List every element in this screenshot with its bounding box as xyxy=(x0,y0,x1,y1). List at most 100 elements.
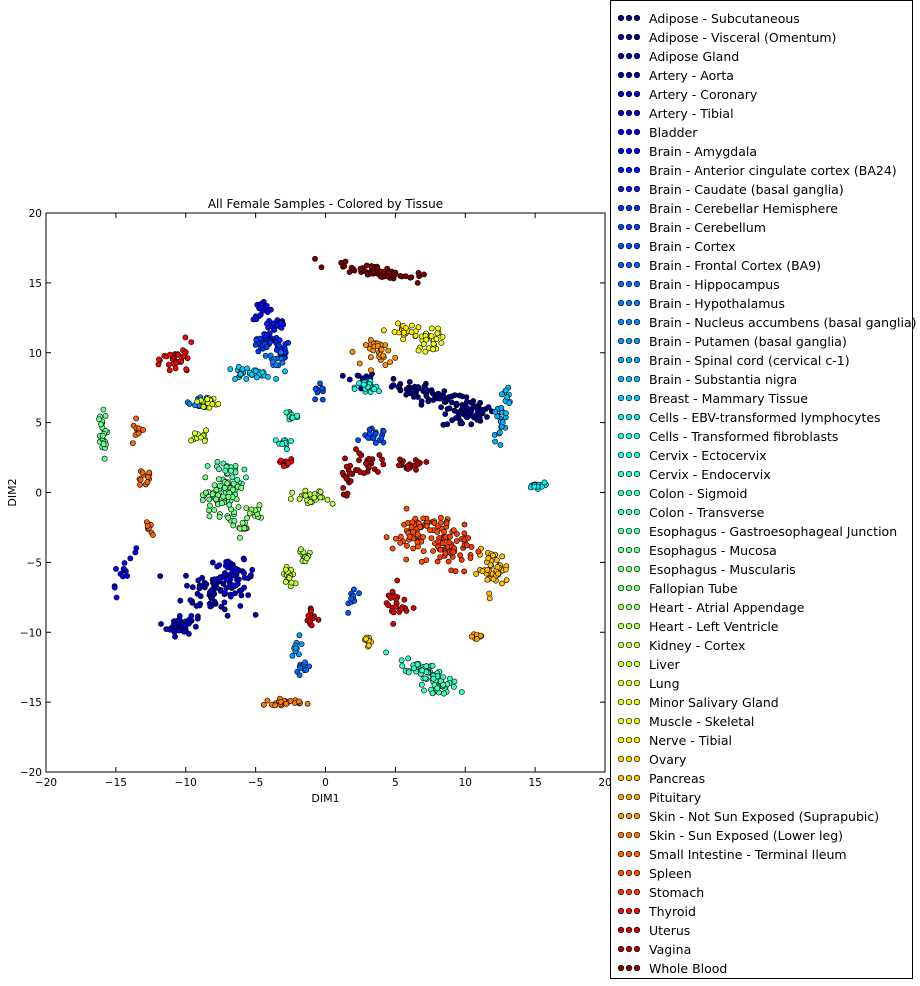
data-point xyxy=(277,320,284,326)
x-axis-label: DIM1 xyxy=(311,792,339,805)
data-point xyxy=(216,514,223,520)
data-point xyxy=(230,522,237,529)
data-point xyxy=(473,636,480,642)
legend-item: Brain - Amygdala xyxy=(611,142,911,161)
data-point xyxy=(201,579,208,586)
data-point xyxy=(428,333,435,339)
legend-label: Artery - Tibial xyxy=(649,106,734,121)
data-point xyxy=(408,322,415,329)
data-point xyxy=(194,398,201,405)
data-point xyxy=(441,528,447,535)
data-point xyxy=(243,474,249,481)
data-point xyxy=(129,440,136,446)
data-point xyxy=(415,269,422,276)
legend-label: Breast - Mammary Tissue xyxy=(649,391,808,406)
data-point xyxy=(277,699,284,705)
data-point xyxy=(252,368,259,374)
data-point xyxy=(403,542,410,549)
data-point xyxy=(292,645,299,651)
data-point xyxy=(319,396,326,403)
data-point xyxy=(434,330,441,337)
legend-label: Brain - Caudate (basal ganglia) xyxy=(649,182,844,197)
data-point xyxy=(206,502,213,509)
chart-title: All Female Samples - Colored by Tissue xyxy=(208,197,443,211)
data-point xyxy=(465,535,471,541)
legend-label: Colon - Transverse xyxy=(649,505,765,520)
data-point xyxy=(444,406,451,412)
legend-marker xyxy=(617,432,641,440)
data-point xyxy=(202,489,209,496)
data-point xyxy=(374,469,381,475)
data-point xyxy=(428,325,435,332)
data-point xyxy=(264,309,271,315)
data-point xyxy=(348,264,355,271)
legend-item: Nerve - Tibial xyxy=(611,731,911,750)
data-point xyxy=(430,346,436,353)
data-point xyxy=(409,519,416,526)
data-point xyxy=(232,375,238,382)
data-point xyxy=(418,398,425,405)
data-point xyxy=(414,279,421,286)
data-point xyxy=(222,467,229,474)
data-point xyxy=(237,603,244,609)
data-point xyxy=(255,348,262,355)
legend-item: Stomach xyxy=(611,883,911,902)
data-point xyxy=(444,421,451,428)
legend-label: Brain - Cerebellum xyxy=(649,220,766,235)
data-point xyxy=(247,572,254,579)
data-point xyxy=(281,345,288,352)
data-point xyxy=(273,362,280,368)
data-point xyxy=(351,386,358,392)
data-point xyxy=(229,474,236,481)
data-point xyxy=(453,531,460,537)
data-point xyxy=(263,320,270,327)
data-point xyxy=(498,580,505,587)
legend-label: Adipose - Subcutaneous xyxy=(649,11,800,26)
data-point xyxy=(295,698,302,705)
legend-label: Brain - Spinal cord (cervical c-1) xyxy=(649,353,850,368)
data-point xyxy=(180,353,187,360)
data-point xyxy=(443,520,450,527)
data-point xyxy=(211,599,218,605)
data-point xyxy=(296,632,303,639)
y-tick-label: 15 xyxy=(29,278,42,290)
legend-label: Heart - Left Ventricle xyxy=(649,619,779,634)
legend-label: Pituitary xyxy=(649,790,702,805)
data-point xyxy=(232,569,239,576)
legend-marker xyxy=(617,375,641,383)
legend-item: Breast - Mammary Tissue xyxy=(611,389,911,408)
legend-label: Vagina xyxy=(649,942,692,957)
data-point xyxy=(186,400,193,407)
legend-label: Minor Salivary Gland xyxy=(649,695,779,710)
data-point xyxy=(317,488,324,495)
data-point xyxy=(132,549,139,556)
data-point xyxy=(353,446,359,453)
legend-label: Lung xyxy=(649,676,680,691)
legend-marker xyxy=(617,204,641,212)
data-point xyxy=(127,555,134,562)
legend-marker xyxy=(617,14,641,22)
data-point xyxy=(448,399,455,406)
legend-marker xyxy=(617,565,641,573)
data-point xyxy=(100,406,107,413)
data-point xyxy=(302,659,308,666)
legend-item: Brain - Cerebellum xyxy=(611,218,911,237)
legend-item: Colon - Transverse xyxy=(611,503,911,522)
data-point xyxy=(282,579,289,585)
data-point xyxy=(469,413,476,419)
legend-item: Brain - Caudate (basal ganglia) xyxy=(611,180,911,199)
legend-marker xyxy=(617,33,641,41)
data-point xyxy=(370,268,377,275)
data-point xyxy=(253,337,260,343)
data-point xyxy=(245,592,252,598)
data-point xyxy=(445,558,452,565)
x-tick-label: 10 xyxy=(459,777,472,789)
data-point xyxy=(272,702,279,709)
data-point xyxy=(319,385,325,392)
data-point xyxy=(495,570,501,577)
legend-label: Esophagus - Muscularis xyxy=(649,562,796,577)
legend-item: Cells - Transformed fibroblasts xyxy=(611,427,911,446)
legend-marker xyxy=(617,679,641,687)
data-point xyxy=(157,573,164,579)
legend-item: Esophagus - Muscularis xyxy=(611,560,911,579)
